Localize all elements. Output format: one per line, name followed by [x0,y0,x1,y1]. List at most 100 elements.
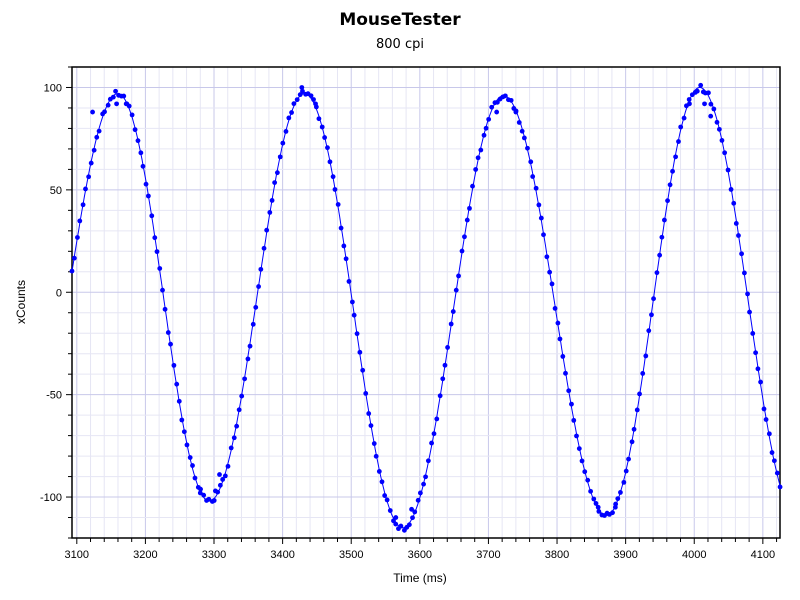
data-point [316,116,322,122]
data-point [83,186,88,192]
data-point [450,309,456,314]
data-point [722,150,728,156]
data-point [758,379,763,385]
data-point [745,291,750,297]
data-point [769,450,775,455]
x-axis-label: Time (ms) [393,571,447,585]
data-point [747,309,752,315]
data-point [231,435,237,441]
data-point [445,345,450,350]
data-point [711,106,717,112]
data-point [763,417,769,422]
data-point [239,393,245,399]
y-tick-label: 100 [44,82,62,94]
data-point [384,497,390,503]
x-tick-label: 3800 [545,549,569,561]
data-point [423,474,428,480]
data-point [135,138,141,144]
data-point [96,128,102,134]
data-point [179,417,185,423]
data-point [533,185,539,191]
data-point [610,510,615,516]
data-point [629,439,635,445]
data-point [541,232,546,238]
data-point [382,493,388,498]
data-point [649,312,654,318]
data-point [387,508,393,513]
data-point [220,477,226,482]
data-point [91,147,97,153]
plot-frame [71,66,781,539]
data-point [250,321,256,327]
data-point [755,366,761,372]
data-point [549,281,555,287]
data-point [187,455,193,460]
data-point [742,270,747,276]
data-point [149,213,155,219]
data-point [311,97,316,102]
data-point [440,376,446,382]
data-point [225,463,231,469]
data-point [714,119,720,125]
data-point [686,97,692,102]
data-point [80,202,86,208]
data-point [283,128,289,134]
data-point [256,284,261,289]
data-point [706,90,711,96]
data-point [357,349,363,355]
chart-subtitle: 800 cpi [376,37,424,52]
data-point [168,341,173,347]
data-point [771,458,777,464]
data-point [393,515,399,520]
data-point [525,145,530,151]
data-point [110,94,116,100]
data-point [245,356,251,362]
data-point [702,101,707,107]
data-point [459,248,465,254]
data-point [152,235,158,241]
data-point [643,353,649,359]
data-point [360,367,366,373]
data-point [90,109,95,115]
series-line [71,87,781,529]
data-point [761,406,767,412]
data-point [579,458,585,464]
y-tick-label: 50 [50,185,62,197]
y-tick-label: -100 [40,492,62,504]
y-tick-label: -50 [46,390,62,402]
data-point [123,101,129,107]
data-point [234,423,240,429]
data-point [341,243,347,249]
data-point [190,463,195,468]
data-point [494,109,500,115]
data-point [145,193,151,199]
data-point [338,225,344,231]
x-tick-label: 3200 [133,549,157,561]
data-point [528,159,534,165]
data-point [217,472,222,477]
data-point [453,287,459,293]
data-point [351,312,357,318]
data-point [114,101,119,107]
data-point [585,477,591,483]
data-point [313,101,318,107]
data-point [393,521,399,527]
data-point [299,85,305,90]
data-point [563,370,568,376]
data-point [86,174,92,180]
data-point [197,490,203,496]
data-point [593,501,599,506]
x-tick-label: 3400 [270,549,294,561]
data-point [667,182,673,188]
data-point [437,393,443,399]
data-point [261,245,267,251]
data-point [489,104,495,110]
data-point [379,479,385,485]
x-tick-label: 4000 [682,549,706,561]
x-tick-label: 3300 [202,549,226,561]
data-point [327,159,333,165]
data-point [521,135,527,141]
data-point [659,234,665,240]
data-point [508,97,514,103]
data-point [406,522,412,528]
